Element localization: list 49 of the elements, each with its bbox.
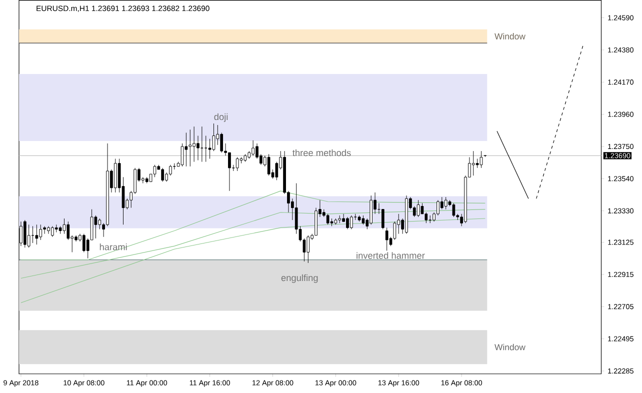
candlestick	[362, 215, 365, 225]
band-label: Window	[494, 32, 526, 40]
candlestick	[98, 218, 102, 230]
candlestick	[51, 226, 54, 237]
candlestick	[23, 220, 26, 248]
candlestick	[47, 226, 50, 234]
annotation: three methods	[292, 149, 351, 156]
candlestick	[306, 234, 310, 264]
candlestick	[188, 129, 192, 167]
candlestick	[452, 202, 456, 218]
annotation: inverted hammer	[356, 252, 425, 259]
candlestick	[66, 221, 70, 240]
candlestick	[346, 216, 349, 230]
candlestick	[212, 123, 216, 152]
candlestick	[476, 158, 479, 168]
candlestick	[275, 161, 278, 180]
candlestick	[350, 215, 353, 230]
candlestick	[192, 126, 196, 162]
candlestick	[416, 200, 420, 218]
candlestick	[370, 195, 373, 225]
candlestick	[204, 135, 208, 162]
candlestick	[184, 132, 188, 167]
annotation: engulfing	[281, 274, 318, 283]
candlestick	[480, 150, 483, 168]
candlestick	[196, 135, 200, 160]
candlestick	[326, 214, 330, 225]
annotation: doji	[214, 113, 228, 122]
candlestick	[472, 150, 475, 176]
candlestick	[161, 168, 164, 182]
candlestick	[43, 226, 46, 234]
candlestick	[252, 140, 255, 156]
candlestick	[385, 227, 388, 251]
candlestick	[180, 143, 184, 167]
line-series	[20, 218, 486, 303]
candlestick	[94, 215, 98, 239]
candlestick	[208, 138, 212, 159]
candlestick	[444, 196, 448, 210]
candlestick	[236, 156, 239, 172]
candlestick	[27, 224, 30, 248]
candlestick	[267, 154, 270, 176]
annotation: harami	[100, 243, 127, 250]
candlestick	[381, 208, 384, 230]
line-series	[20, 190, 486, 260]
candlestick	[39, 224, 42, 240]
band-label: Window	[494, 344, 526, 350]
candlestick	[220, 132, 224, 153]
candlestick	[35, 224, 38, 245]
candlestick	[82, 233, 86, 252]
candlestick	[228, 152, 231, 192]
